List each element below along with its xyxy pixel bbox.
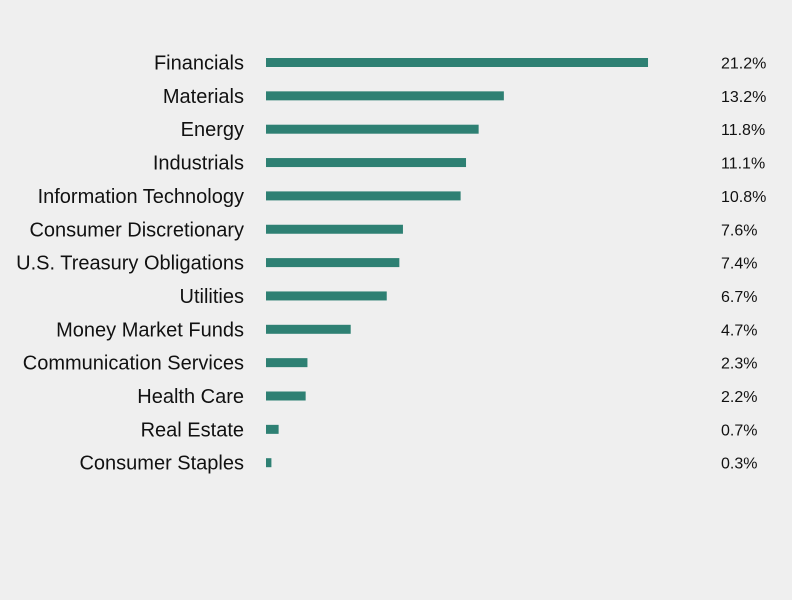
bar [266, 358, 308, 368]
value-label: 13.2% [721, 89, 766, 106]
value-label: 2.3% [721, 356, 757, 373]
value-label: 10.8% [721, 189, 766, 206]
bar [266, 291, 387, 301]
category-label: Financials [154, 53, 244, 75]
category-label: Industrials [153, 153, 244, 175]
bar [266, 124, 479, 134]
value-label: 0.7% [721, 422, 757, 439]
value-label: 7.6% [721, 222, 757, 239]
category-label: U.S. Treasury Obligations [16, 253, 244, 275]
category-label: Materials [163, 86, 244, 108]
category-label: Health Care [137, 386, 244, 408]
bar [266, 224, 403, 234]
category-label: Consumer Discretionary [29, 219, 244, 241]
bar [266, 58, 649, 67]
bar [266, 158, 467, 168]
value-label: 11.8% [721, 122, 765, 139]
bar [266, 391, 306, 401]
bar [266, 324, 351, 334]
value-label: 7.4% [721, 256, 757, 273]
category-label: Communication Services [23, 353, 244, 375]
category-label: Information Technology [38, 186, 244, 208]
bar [266, 458, 272, 468]
category-label: Money Market Funds [56, 319, 244, 341]
bar [266, 191, 461, 201]
value-label: 4.7% [721, 322, 757, 339]
value-label: 11.1% [721, 156, 765, 173]
category-label: Utilities [180, 286, 244, 308]
value-label: 21.2% [721, 56, 766, 73]
bar [266, 258, 400, 268]
category-label: Energy [181, 119, 244, 141]
value-label: 0.3% [721, 456, 757, 473]
bar [266, 424, 279, 434]
value-label: 6.7% [721, 289, 757, 306]
value-label: 2.2% [721, 389, 757, 406]
bar [266, 91, 504, 101]
category-label: Real Estate [141, 419, 244, 441]
category-label: Consumer Staples [79, 453, 244, 475]
